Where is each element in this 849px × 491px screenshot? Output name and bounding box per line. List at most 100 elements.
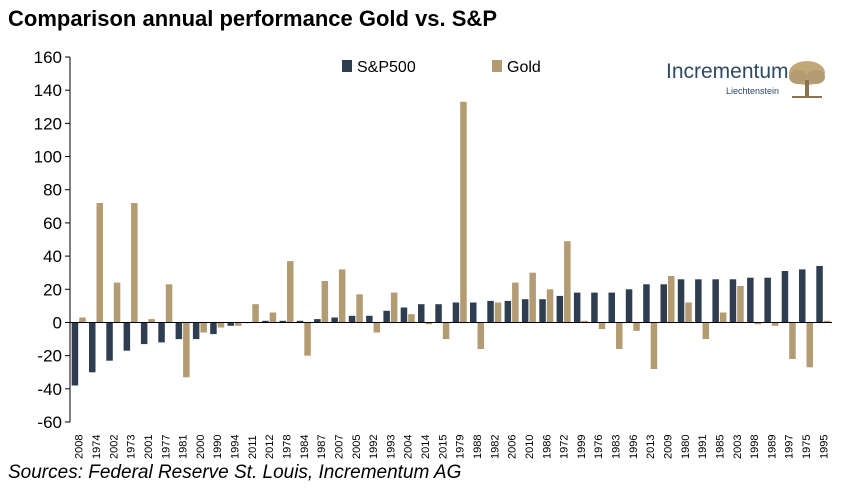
bar-gold (148, 319, 155, 323)
x-tick-label: 2013 (645, 435, 657, 459)
bar-gold (165, 284, 173, 323)
bar-sp500 (175, 322, 183, 340)
y-tick-label: -60 (37, 413, 62, 432)
bar-gold (425, 322, 432, 325)
bar-gold (529, 272, 536, 323)
bar-gold (356, 294, 363, 323)
bar-gold (581, 320, 588, 323)
bar-gold (598, 322, 606, 330)
bar-gold (390, 292, 398, 323)
x-tick-label: 1990 (212, 435, 224, 459)
bar-gold (338, 269, 346, 323)
y-tick-label: 60 (43, 214, 62, 233)
x-tick-label: 2012 (264, 435, 276, 459)
bar-sp500 (695, 279, 702, 323)
bar-gold (113, 282, 121, 323)
bar-gold (321, 281, 329, 323)
bar-sp500 (677, 279, 685, 323)
tree-icon (789, 61, 825, 98)
bar-gold (823, 320, 831, 323)
x-tick-label: 2002 (108, 435, 120, 459)
bar-gold (304, 322, 311, 356)
bar-gold (806, 322, 813, 368)
legend: S&P500 Gold (342, 59, 541, 76)
bar-sp500 (279, 320, 286, 323)
x-tick-label: 2004 (403, 435, 415, 459)
bar-gold (737, 286, 744, 323)
y-tick-label: 160 (34, 48, 62, 67)
x-tick-label: 1984 (299, 435, 311, 459)
bar-sp500 (366, 315, 373, 323)
logo-subtitle: Liechtenstein (726, 86, 780, 96)
bar-sp500 (192, 322, 200, 340)
bar-gold (269, 312, 277, 323)
x-tick-label: 1979 (455, 435, 467, 459)
x-tick-label: 2015 (437, 435, 449, 459)
y-tick-label: 120 (34, 114, 62, 133)
bar-gold (235, 322, 242, 326)
bar-gold (131, 203, 138, 323)
x-tick-label: 1972 (559, 435, 571, 459)
x-tick-label: 1991 (697, 435, 709, 459)
bar-sp500 (140, 322, 148, 345)
bar-gold (616, 322, 623, 349)
bar-gold (442, 322, 450, 340)
y-tick-label: 100 (34, 148, 62, 167)
x-tick-label: 2007 (333, 435, 345, 459)
x-tick-label: 1994 (230, 435, 242, 459)
bar-sp500 (747, 277, 754, 323)
bar-sp500 (262, 320, 269, 323)
bar-sp500 (799, 269, 806, 323)
bar-sp500 (608, 292, 615, 323)
bar-sp500 (504, 300, 512, 323)
x-tick-label: 1980 (680, 435, 692, 459)
bar-sp500 (418, 304, 425, 323)
bar-gold (408, 314, 415, 323)
bar-sp500 (348, 315, 356, 323)
x-axis: 2008 1974 2002 1973 2001 1977 1981 2000 1990 1994… (70, 321, 832, 459)
x-tick-label: 1996 (628, 435, 640, 459)
bar-gold (546, 289, 554, 323)
bar-gold (702, 322, 710, 340)
bar-sp500 (487, 300, 494, 323)
bar-gold (79, 317, 86, 323)
bar-sp500 (89, 322, 96, 373)
x-tick-label: 1982 (489, 435, 501, 459)
x-tick-label: 1995 (818, 435, 830, 459)
incrementum-logo: Incrementum Liechtenstein (666, 58, 836, 108)
y-tick-label: -20 (37, 347, 62, 366)
bar-gold (373, 322, 381, 333)
bar-sp500 (729, 279, 737, 323)
x-tick-label: 1981 (178, 435, 190, 459)
bar-gold (771, 322, 779, 326)
x-tick-label: 1989 (766, 435, 778, 459)
bar-sp500 (660, 284, 667, 323)
bars (71, 101, 831, 386)
bar-gold (183, 322, 190, 378)
y-tick-label: 80 (43, 181, 62, 200)
bar-sp500 (331, 317, 338, 323)
bar-gold (494, 302, 502, 323)
bar-sp500 (296, 320, 304, 323)
bar-gold (564, 241, 571, 323)
bar-sp500 (781, 271, 789, 323)
bar-gold (789, 322, 796, 359)
bar-sp500 (314, 319, 321, 323)
bar-sp500 (573, 292, 581, 323)
x-tick-label: 1974 (91, 435, 103, 459)
bar-gold (200, 322, 207, 333)
x-tick-label: 1985 (714, 435, 726, 459)
legend-swatch-gold (492, 60, 502, 72)
bar-sp500 (400, 307, 408, 323)
bar-sp500 (452, 302, 460, 323)
y-tick-label: 40 (43, 247, 62, 266)
y-tick-label: -40 (37, 380, 62, 399)
legend-swatch-sp500 (342, 60, 352, 72)
y-tick-label: 0 (53, 313, 62, 332)
bar-gold (719, 312, 727, 323)
x-tick-label: 1997 (784, 435, 796, 459)
logo-name: Incrementum (666, 60, 789, 83)
x-tick-label: 2010 (524, 435, 536, 459)
source-note: Sources: Federal Reserve St. Louis, Incr… (8, 462, 462, 483)
bar-gold (650, 322, 658, 369)
